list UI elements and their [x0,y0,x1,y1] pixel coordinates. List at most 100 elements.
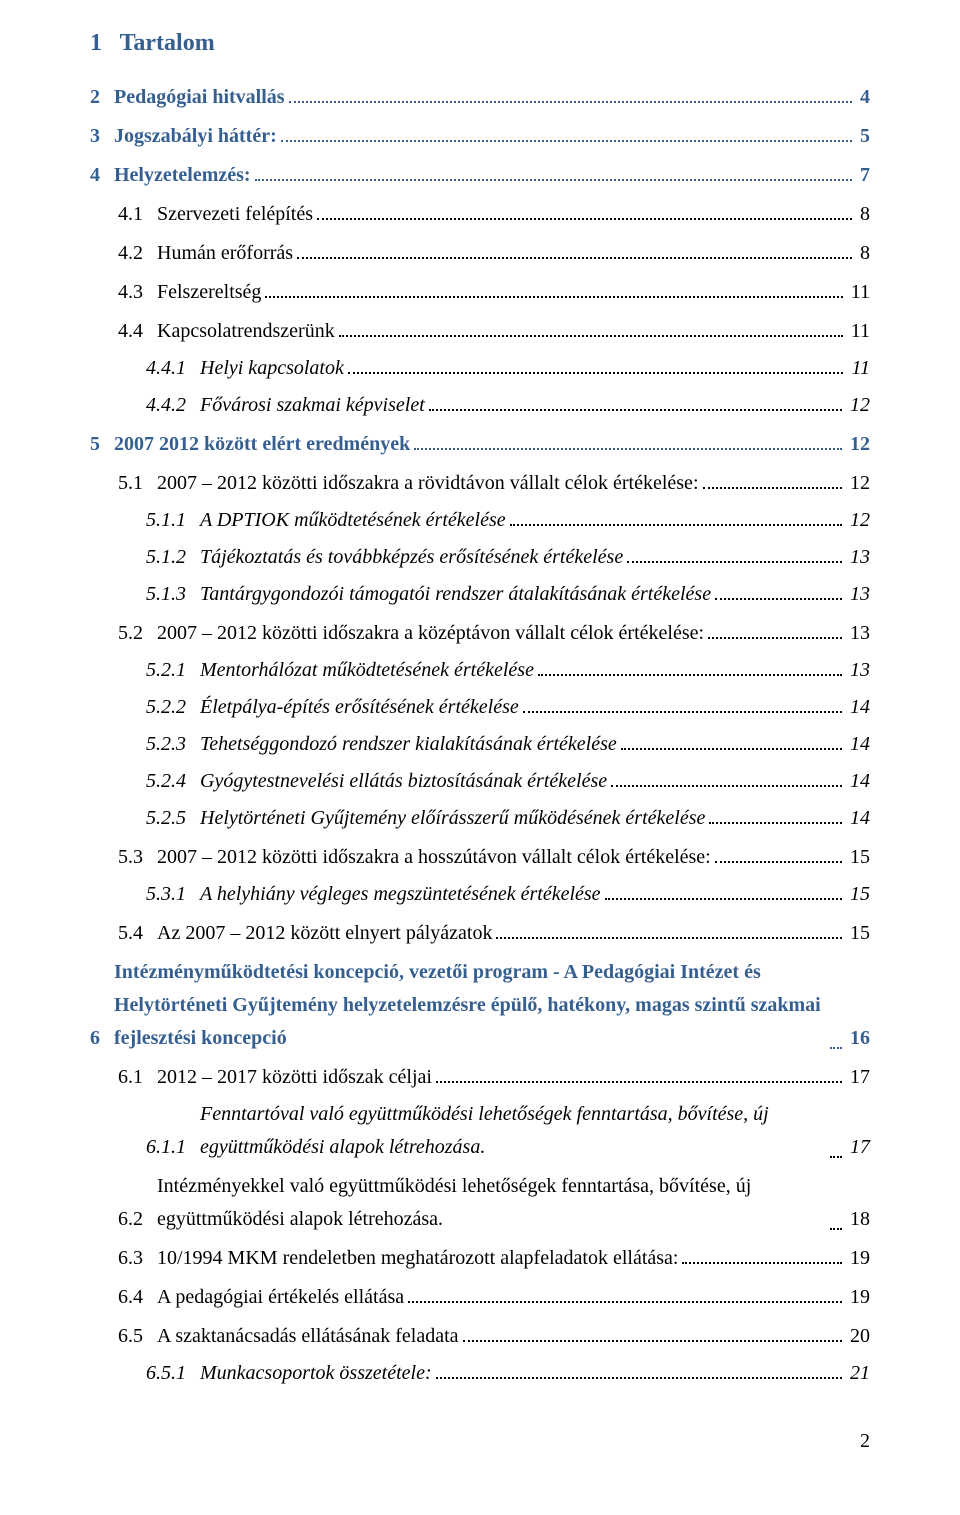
toc-leader-dots [289,83,852,103]
toc-leader-dots [621,730,842,750]
toc-entry-page: 13 [846,578,870,611]
toc-entry[interactable]: 5.2.5Helytörténeti Gyűjtemény előírássze… [146,802,870,835]
toc-entry-page: 20 [846,1320,870,1353]
toc-entry[interactable]: 5.1.3Tantárgygondozói támogatói rendszer… [146,578,870,611]
toc-entry-page: 14 [846,765,870,798]
toc-entry[interactable]: 5.2.4Gyógytestnevelési ellátás biztosítá… [146,765,870,798]
toc-entry-page: 13 [846,541,870,574]
toc-entry-label: Intézményekkel való együttműködési lehet… [157,1170,826,1236]
toc-entry[interactable]: 5.22007 – 2012 közötti időszakra a közép… [118,617,870,650]
toc-entry[interactable]: 4.1Szervezeti felépítés8 [118,198,870,231]
toc-entry-label: Kapcsolatrendszerünk [157,315,335,348]
toc-entry-label: A DPTIOK működtetésének értékelése [200,504,506,537]
toc-entry-num: 2 [90,81,114,114]
toc-entry[interactable]: 4.2Humán erőforrás8 [118,237,870,270]
toc-leader-dots [281,122,852,142]
toc-entry[interactable]: 6.310/1994 MKM rendeletben meghatározott… [118,1242,870,1275]
toc-entry[interactable]: 5.2.2Életpálya-építés erősítésének érték… [146,691,870,724]
toc-leader-dots [429,391,842,411]
toc-entry-label: A helyhiány végleges megszüntetésének ér… [200,878,601,911]
toc-entry-page: 8 [856,198,870,231]
toc-entry-num: 6.5 [118,1320,157,1353]
toc-entry[interactable]: 6.12012 – 2017 közötti időszak céljai17 [118,1061,870,1094]
toc-entry-page: 8 [856,237,870,270]
toc-entry[interactable]: 6.5.1Munkacsoportok összetétele:21 [146,1357,870,1390]
toc-entry-num: 4.4.1 [146,352,200,385]
toc-entry-label: Fenntartóval való együttműködési lehetős… [200,1098,826,1164]
toc-entry-label: Szervezeti felépítés [157,198,313,231]
toc-leader-dots [297,239,852,259]
toc-entry[interactable]: 6.1.1Fenntartóval való együttműködési le… [146,1098,870,1164]
toc-entry-page: 13 [846,617,870,650]
toc-entry-page: 15 [846,841,870,874]
toc-entry-page: 13 [846,654,870,687]
toc-entry[interactable]: 6Intézményműködtetési koncepció, vezetői… [90,956,870,1055]
toc-leader-dots [715,580,842,600]
toc-entry-page: 4 [856,81,870,114]
toc-entry[interactable]: 5.12007 – 2012 közötti időszakra a rövid… [118,467,870,500]
toc-entry[interactable]: 4.4.1Helyi kapcsolatok11 [146,352,870,385]
toc-leader-dots [463,1322,842,1342]
toc-entry[interactable]: 2Pedagógiai hitvallás4 [90,81,870,114]
toc-leader-dots [605,880,842,900]
toc-entry-page: 12 [846,389,870,422]
toc-leader-dots [703,469,843,489]
toc-entry-label: Tantárgygondozói támogatói rendszer átal… [200,578,711,611]
toc-entry[interactable]: 5.4Az 2007 – 2012 között elnyert pályáza… [118,917,870,950]
toc-entry-page: 7 [856,159,870,192]
toc-entry-num: 5.2.2 [146,691,200,724]
toc-leader-dots [255,161,852,181]
toc-entry-label: Helyzetelemzés: [114,159,251,192]
toc-entry-num: 5.2.3 [146,728,200,761]
toc-leader-dots [830,1210,842,1230]
toc-entry-label: 2007 – 2012 közötti időszakra a hosszútá… [157,841,711,874]
toc-entry-label: A szaktanácsadás ellátásának feladata [157,1320,459,1353]
toc-entry-num: 4 [90,159,114,192]
toc-entry-label: Életpálya-építés erősítésének értékelése [200,691,519,724]
toc-entry-page: 15 [846,917,870,950]
toc-entry[interactable]: 4.4.2Fővárosi szakmai képviselet12 [146,389,870,422]
toc-leader-dots [715,843,842,863]
toc-entry[interactable]: 4.4Kapcsolatrendszerünk11 [118,315,870,348]
toc-entry-num: 5.1.1 [146,504,200,537]
toc-entry-num: 5 [90,428,114,461]
toc-entry-label: Helytörténeti Gyűjtemény előírásszerű mű… [200,802,705,835]
toc-leader-dots [709,804,842,824]
toc-entry[interactable]: 5.2.3Tehetséggondozó rendszer kialakítás… [146,728,870,761]
toc-entry-page: 12 [846,467,870,500]
toc-entry-label: Tehetséggondozó rendszer kialakításának … [200,728,617,761]
toc-entry-num: 6 [90,1022,114,1055]
toc-entry[interactable]: 5.3.1A helyhiány végleges megszüntetésén… [146,878,870,911]
toc-entry[interactable]: 5.2.1Mentorhálózat működtetésének értéke… [146,654,870,687]
toc-title-label: Tartalom [120,30,215,56]
toc-entry-num: 6.3 [118,1242,157,1275]
toc-entry-num: 5.4 [118,917,157,950]
toc-leader-dots [611,767,842,787]
toc-entry[interactable]: 5.32007 – 2012 közötti időszakra a hossz… [118,841,870,874]
toc-entry-page: 5 [856,120,870,153]
toc-entry[interactable]: 3Jogszabályi háttér:5 [90,120,870,153]
toc-leader-dots [523,693,842,713]
toc-entry[interactable]: 5.1.1A DPTIOK működtetésének értékelése1… [146,504,870,537]
toc-entry[interactable]: 6.4A pedagógiai értékelés ellátása19 [118,1281,870,1314]
toc-title: 1 Tartalom [90,30,870,57]
toc-entry-page: 19 [846,1242,870,1275]
toc-entry[interactable]: 4Helyzetelemzés: 7 [90,159,870,192]
toc-leader-dots [682,1244,842,1264]
toc-entry[interactable]: 6.5A szaktanácsadás ellátásának feladata… [118,1320,870,1353]
toc-entry[interactable]: 52007 2012 között elért eredmények12 [90,428,870,461]
toc-entry-page: 21 [846,1357,870,1390]
toc-entry-num: 5.2.1 [146,654,200,687]
toc-entry-label: Intézményműködtetési koncepció, vezetői … [114,956,826,1055]
toc-entry-num: 5.2.4 [146,765,200,798]
toc-entry[interactable]: 6.2Intézményekkel való együttműködési le… [118,1170,870,1236]
toc-entry-label: Jogszabályi háttér: [114,120,277,153]
toc-entry-num: 6.1.1 [146,1131,200,1164]
toc-entry[interactable]: 5.1.2Tájékoztatás és továbbképzés erősít… [146,541,870,574]
toc-entry-num: 5.1.2 [146,541,200,574]
toc-leader-dots [348,354,844,374]
toc-entry[interactable]: 4.3Felszereltség11 [118,276,870,309]
toc-entry-label: Humán erőforrás [157,237,293,270]
toc-entry-page: 14 [846,691,870,724]
toc-entry-page: 17 [846,1061,870,1094]
